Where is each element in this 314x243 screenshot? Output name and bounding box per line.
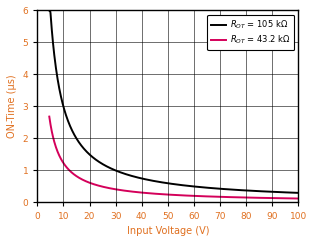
$R_{OT}$ = 43.2 k$\Omega$ bbox=[111, 187, 115, 190]
$R_{OT}$ = 105 k$\Omega$ bbox=[296, 191, 300, 194]
$R_{OT}$ = 43.2 k$\Omega$ bbox=[160, 193, 164, 196]
$R_{OT}$ = 105 k$\Omega$ bbox=[160, 181, 164, 184]
$R_{OT}$ = 43.2 k$\Omega$ bbox=[235, 196, 239, 199]
$R_{OT}$ = 105 k$\Omega$ bbox=[91, 156, 95, 159]
Line: $R_{OT}$ = 105 k$\Omega$: $R_{OT}$ = 105 k$\Omega$ bbox=[49, 10, 298, 193]
X-axis label: Input Voltage (V): Input Voltage (V) bbox=[127, 226, 209, 236]
$R_{OT}$ = 105 k$\Omega$ bbox=[47, 9, 51, 12]
$R_{OT}$ = 43.2 k$\Omega$ bbox=[194, 194, 198, 197]
$R_{OT}$ = 105 k$\Omega$ bbox=[214, 187, 218, 190]
Legend: $R_{OT}$ = 105 k$\Omega$, $R_{OT}$ = 43.2 k$\Omega$: $R_{OT}$ = 105 k$\Omega$, $R_{OT}$ = 43.… bbox=[207, 15, 294, 51]
Y-axis label: ON-Time (μs): ON-Time (μs) bbox=[7, 75, 17, 138]
$R_{OT}$ = 43.2 k$\Omega$ bbox=[47, 115, 51, 118]
$R_{OT}$ = 105 k$\Omega$ bbox=[111, 168, 115, 171]
$R_{OT}$ = 43.2 k$\Omega$ bbox=[91, 183, 95, 186]
$R_{OT}$ = 105 k$\Omega$ bbox=[235, 189, 239, 191]
$R_{OT}$ = 105 k$\Omega$ bbox=[194, 185, 198, 188]
$R_{OT}$ = 43.2 k$\Omega$ bbox=[296, 197, 300, 200]
Line: $R_{OT}$ = 43.2 k$\Omega$: $R_{OT}$ = 43.2 k$\Omega$ bbox=[49, 117, 298, 199]
$R_{OT}$ = 43.2 k$\Omega$ bbox=[214, 195, 218, 198]
